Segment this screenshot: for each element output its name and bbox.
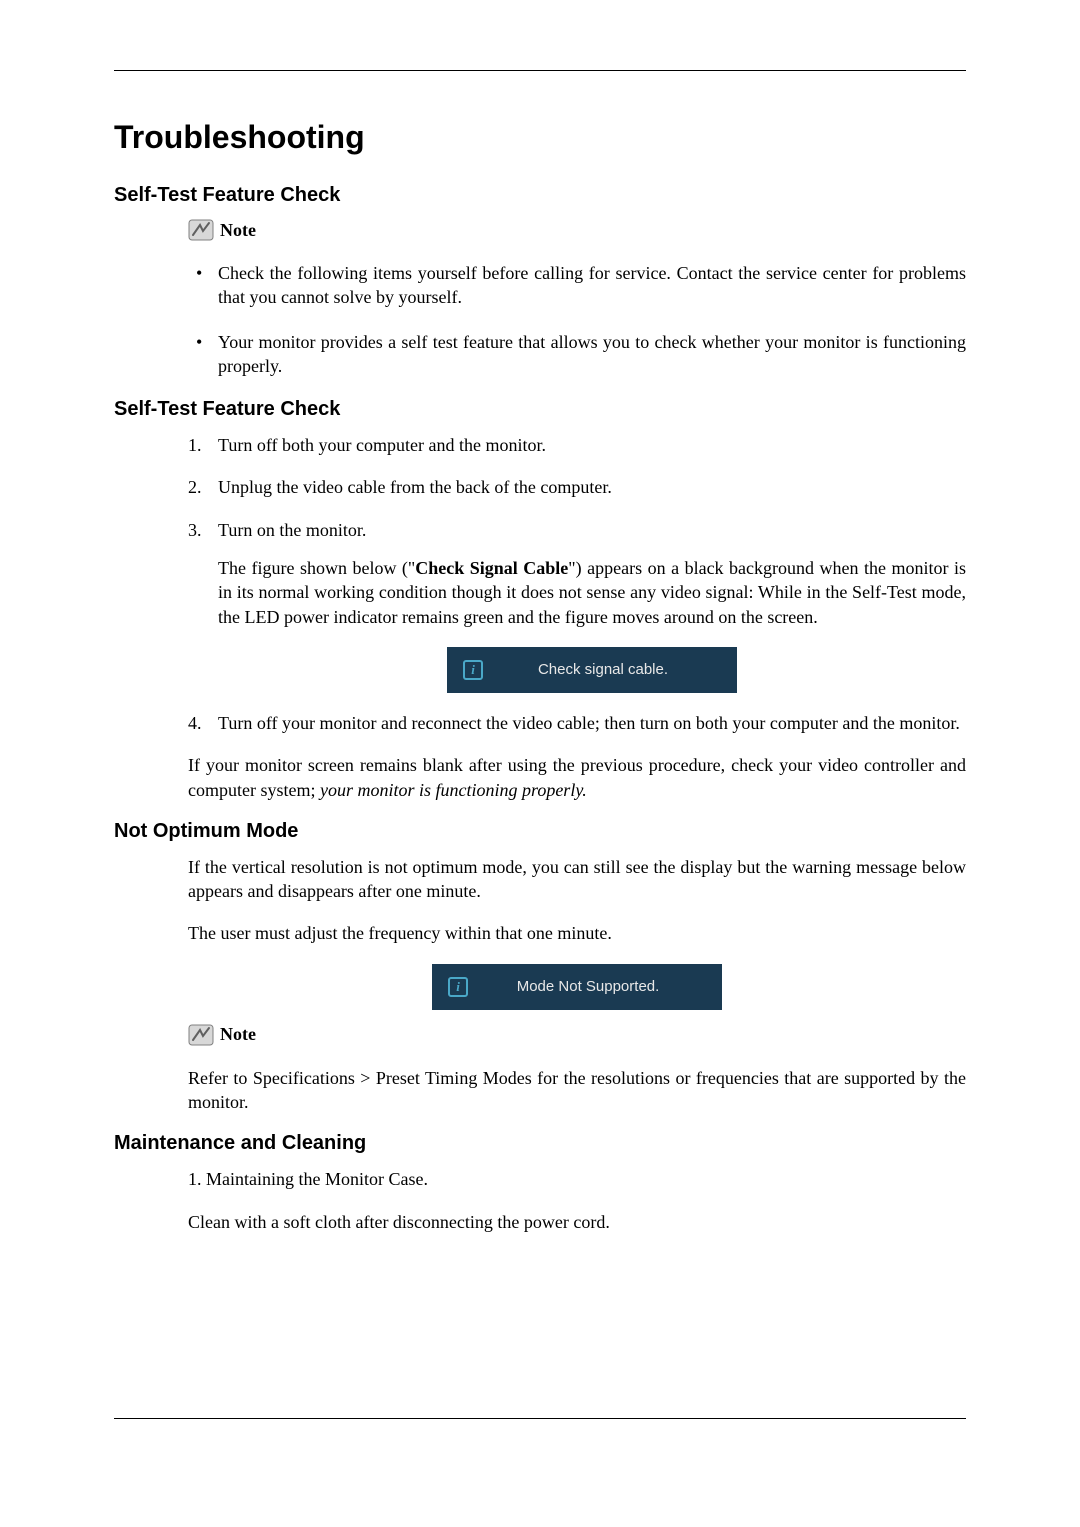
heading-maintenance: Maintenance and Cleaning (114, 1132, 966, 1155)
text-bold: Check Signal Cable (415, 558, 568, 578)
not-optimum-content: If the vertical resolution is not optimu… (188, 855, 966, 1114)
step-text: Turn off both your computer and the moni… (218, 435, 546, 455)
heading-self-test-2: Self-Test Feature Check (114, 398, 966, 421)
list-item: 3. Turn on the monitor. The figure shown… (188, 518, 966, 693)
step-3-explanation: The figure shown below ("Check Signal Ca… (218, 556, 966, 629)
osd-text: Mode Not Supported. (490, 978, 706, 995)
list-item: 2. Unplug the video cable from the back … (188, 475, 966, 499)
note-body: Refer to Specifications > Preset Timing … (188, 1066, 966, 1115)
step-text: Unplug the video cable from the back of … (218, 477, 612, 497)
bullet-list-container: Check the following items yourself befor… (188, 261, 966, 378)
closing-paragraph: If your monitor screen remains blank aft… (188, 753, 966, 802)
note-icon (188, 1024, 214, 1046)
step-number: 4. (188, 711, 202, 735)
paragraph: The user must adjust the frequency withi… (188, 921, 966, 945)
step-number: 1. (188, 433, 202, 457)
ordered-list-container: 1. Turn off both your computer and the m… (188, 433, 966, 802)
note-label: Note (220, 220, 256, 241)
list-item: Check the following items yourself befor… (188, 261, 966, 310)
note-label: Note (220, 1024, 256, 1045)
closing-italic: your monitor is functioning properly. (320, 780, 587, 800)
osd-message-box: i Mode Not Supported. (432, 964, 722, 1010)
text-pre: The figure shown below (" (218, 558, 415, 578)
paragraph: If the vertical resolution is not optimu… (188, 855, 966, 904)
osd-text: Check signal cable. (505, 660, 721, 680)
info-icon-glyph: i (471, 663, 475, 676)
paragraph: 1. Maintaining the Monitor Case. (188, 1167, 966, 1191)
note-icon (188, 219, 214, 241)
info-icon-glyph: i (456, 980, 460, 993)
osd-message-box: i Check signal cable. (447, 647, 737, 693)
heading-not-optimum: Not Optimum Mode (114, 820, 966, 843)
ordered-list: 1. Turn off both your computer and the m… (188, 433, 966, 735)
heading-self-test-1: Self-Test Feature Check (114, 184, 966, 207)
page-title: Troubleshooting (114, 119, 966, 156)
list-item: 4. Turn off your monitor and reconnect t… (188, 711, 966, 735)
document-page: Troubleshooting Self-Test Feature Check … (0, 0, 1080, 1322)
list-item: 1. Turn off both your computer and the m… (188, 433, 966, 457)
top-rule (114, 70, 966, 71)
bullet-list: Check the following items yourself befor… (188, 261, 966, 378)
info-icon: i (463, 660, 483, 680)
step-number: 2. (188, 475, 202, 499)
note-row: Note (188, 1024, 966, 1046)
maintenance-content: 1. Maintaining the Monitor Case. Clean w… (188, 1167, 966, 1234)
list-item: Your monitor provides a self test featur… (188, 330, 966, 379)
paragraph: Clean with a soft cloth after disconnect… (188, 1210, 966, 1234)
step-text: Turn on the monitor. (218, 520, 366, 540)
step-text: Turn off your monitor and reconnect the … (218, 713, 960, 733)
info-icon: i (448, 977, 468, 997)
note-row: Note (188, 219, 966, 241)
step-number: 3. (188, 518, 202, 542)
bottom-rule (114, 1418, 966, 1419)
